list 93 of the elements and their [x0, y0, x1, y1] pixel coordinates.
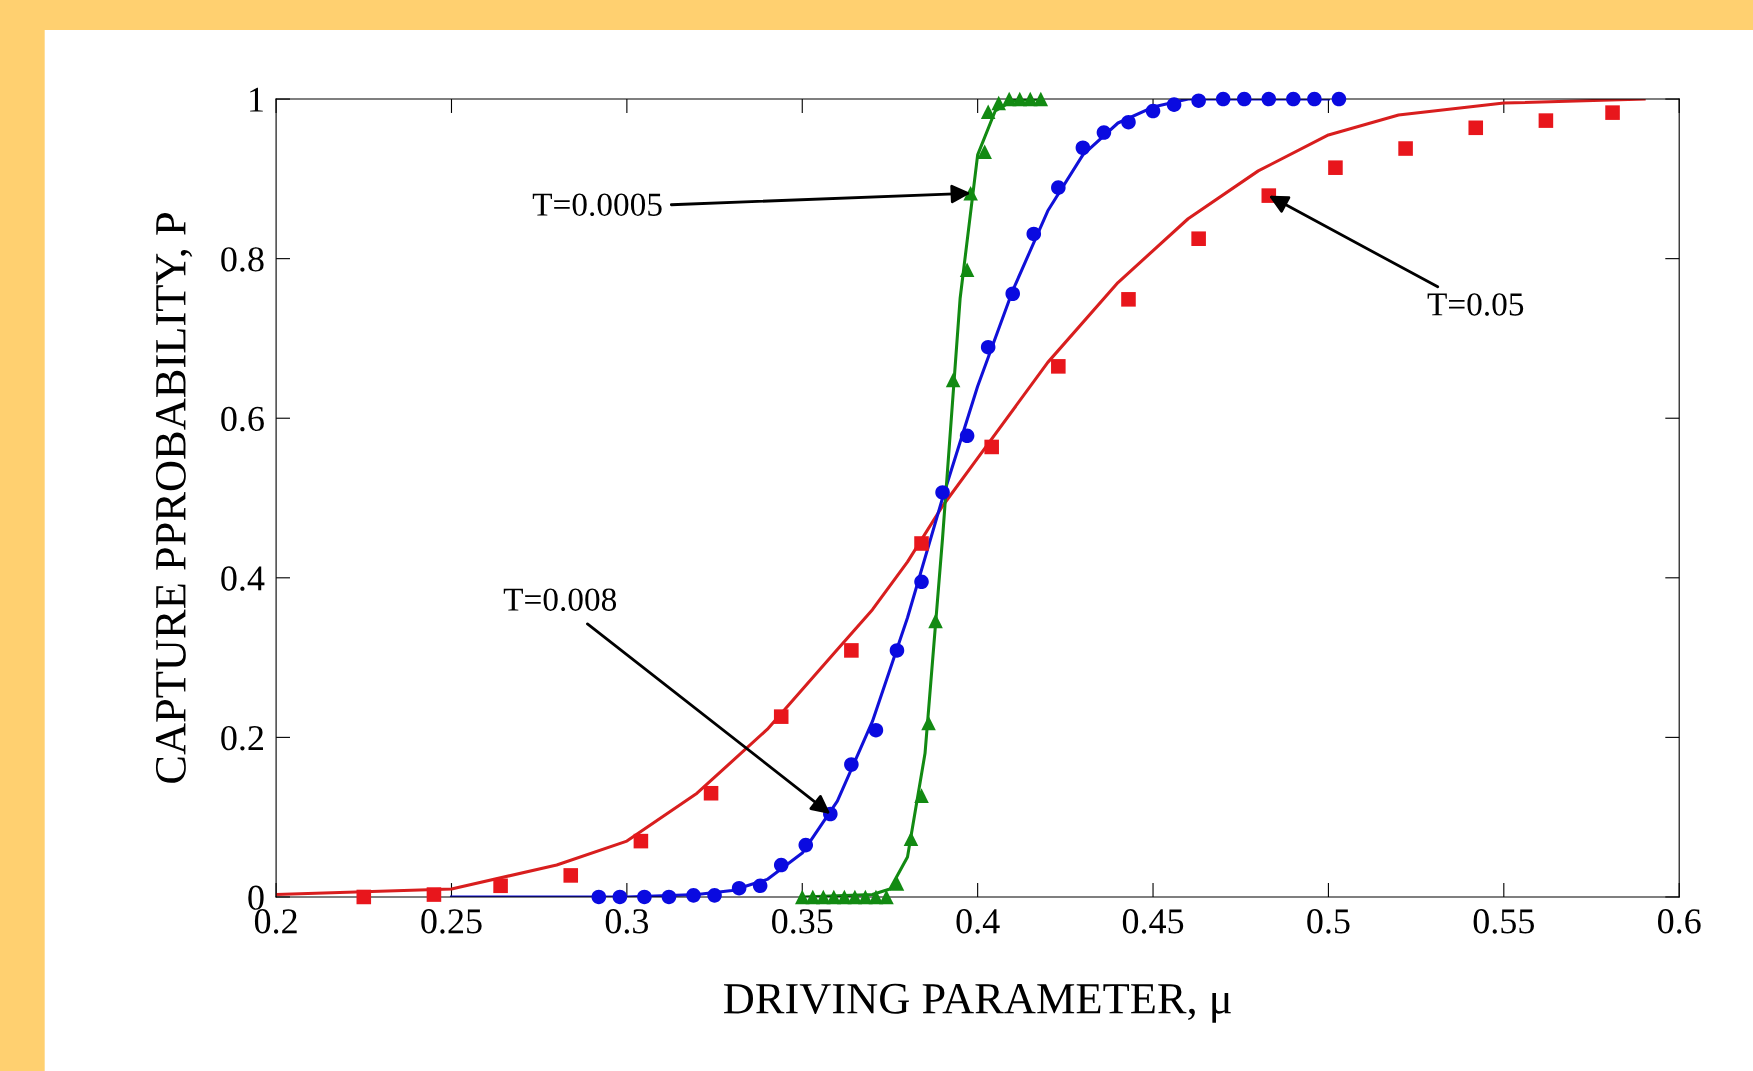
point — [1012, 91, 1028, 107]
point — [1328, 160, 1343, 175]
point — [1605, 105, 1620, 120]
annotation: T=0.0005 — [532, 193, 662, 217]
point — [991, 95, 1006, 111]
point — [493, 878, 508, 894]
point — [426, 887, 442, 902]
y-axis-title: CAPTURE PPROBABILITY, P — [155, 213, 193, 783]
point — [945, 372, 961, 388]
point — [914, 788, 929, 803]
point — [1215, 91, 1231, 107]
point — [1121, 292, 1136, 307]
y-tick-label: 0.6 — [221, 406, 264, 432]
point — [686, 888, 701, 903]
y-tick-label: 0.2 — [221, 725, 263, 751]
point — [1075, 140, 1091, 156]
point — [914, 536, 929, 551]
point — [1096, 125, 1112, 140]
point — [731, 880, 747, 896]
x-tick-label: 0.45 — [1122, 909, 1184, 934]
point — [1307, 91, 1322, 107]
point — [794, 889, 810, 905]
point — [921, 715, 936, 731]
x-tick-label: 0.35 — [772, 909, 833, 934]
y-tick-label: 0.8 — [221, 247, 264, 272]
point — [1166, 97, 1182, 112]
point — [980, 104, 996, 120]
point — [1022, 91, 1038, 107]
point — [798, 837, 814, 853]
point — [858, 889, 873, 905]
point — [1051, 359, 1066, 374]
point — [1051, 180, 1066, 195]
x-axis-title: DRIVING PARAMETER, μ — [723, 983, 1231, 1023]
annotation: T=0.05 — [1427, 293, 1524, 316]
point — [1286, 91, 1301, 107]
point — [889, 643, 905, 658]
point — [1033, 91, 1049, 107]
point — [591, 889, 607, 905]
point — [868, 889, 884, 905]
point — [1331, 91, 1347, 107]
point — [1026, 226, 1042, 242]
point — [977, 144, 992, 160]
y-tick-label: 0.4 — [221, 566, 265, 591]
y-tick-label: 0 — [248, 885, 264, 910]
point — [903, 831, 919, 846]
point — [844, 757, 859, 772]
point — [889, 876, 905, 891]
point — [963, 185, 978, 201]
x-tick-label: 0.4 — [956, 909, 1000, 934]
point — [1005, 286, 1021, 302]
point — [1468, 120, 1484, 136]
point — [984, 439, 999, 455]
point — [826, 889, 842, 905]
point — [879, 889, 894, 905]
point — [1145, 103, 1161, 119]
point — [868, 722, 884, 738]
x-tick-label: 0.5 — [1307, 909, 1350, 934]
point — [1121, 114, 1136, 130]
x-tick-label: 0.25 — [421, 909, 482, 934]
x-tick-label: 0.3 — [605, 909, 649, 934]
y-tick-label: 1 — [250, 87, 263, 112]
point — [563, 868, 579, 883]
point — [816, 889, 831, 905]
point — [935, 485, 950, 500]
point — [1398, 141, 1413, 156]
point — [914, 574, 929, 590]
point — [1001, 91, 1017, 107]
point — [1261, 91, 1277, 107]
annotation: T=0.008 — [503, 588, 617, 612]
point — [959, 262, 975, 278]
point — [1191, 93, 1206, 108]
point — [612, 889, 628, 905]
point — [356, 889, 372, 905]
point — [928, 613, 943, 629]
point — [847, 889, 863, 905]
x-tick-label: 0.6 — [1658, 909, 1701, 934]
point — [844, 643, 859, 658]
point — [661, 889, 677, 905]
point — [707, 888, 722, 903]
point — [1538, 113, 1554, 128]
point — [703, 785, 719, 801]
point — [959, 428, 975, 444]
point — [773, 857, 789, 873]
x-tick-label: 0.55 — [1473, 909, 1534, 934]
point — [773, 709, 789, 724]
point — [1236, 91, 1252, 107]
point — [837, 889, 852, 905]
point — [805, 889, 821, 905]
point — [752, 878, 768, 894]
point — [637, 889, 652, 905]
point — [980, 339, 996, 355]
point — [1191, 231, 1206, 246]
point — [633, 833, 649, 849]
